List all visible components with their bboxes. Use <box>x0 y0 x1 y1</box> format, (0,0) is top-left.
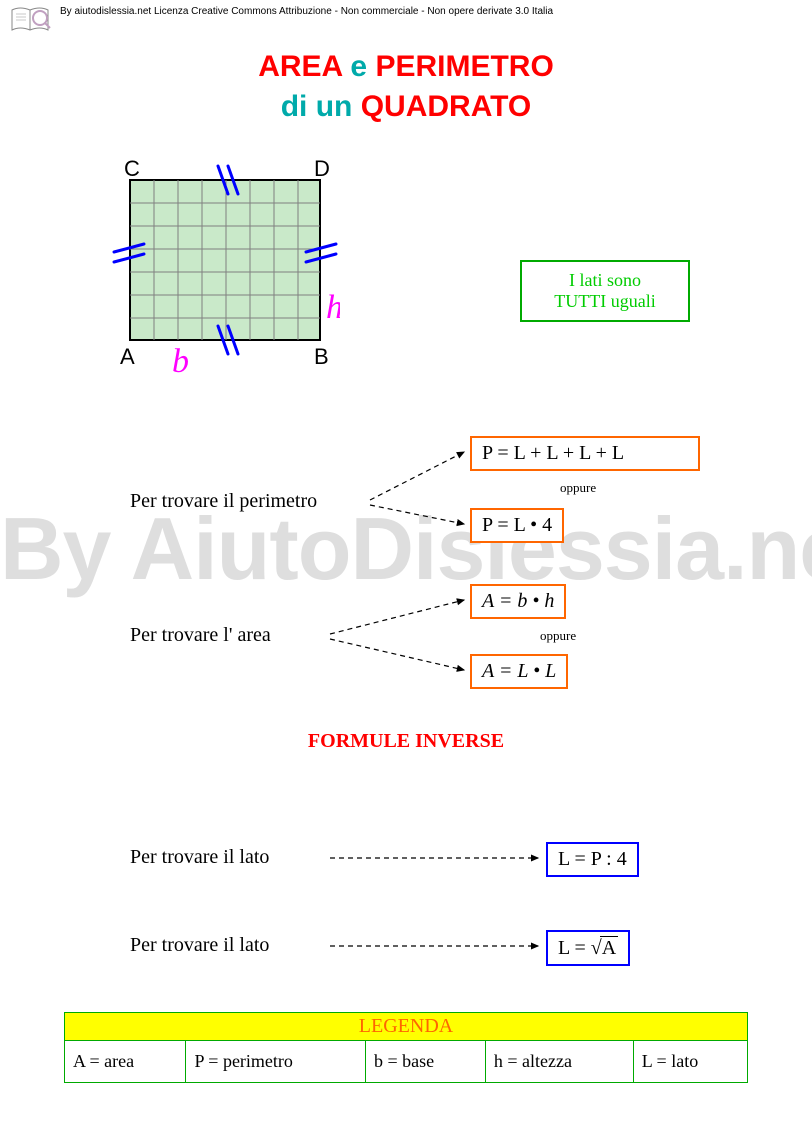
l-sqrt-prefix: L = √ <box>558 937 602 959</box>
prompt-lato-1: Per trovare il lato <box>130 846 269 869</box>
prompt-lato-2: Per trovare il lato <box>130 934 269 957</box>
formula-l-p4: L = P : 4 <box>546 842 639 877</box>
legend-table: LEGENDA A = area P = perimetro b = base … <box>64 1012 748 1083</box>
legend-header: LEGENDA <box>65 1013 748 1041</box>
legend-cell-3: h = altezza <box>485 1041 633 1083</box>
legend-cell-0: A = area <box>65 1041 186 1083</box>
formula-l-sqrt: L = √A <box>546 930 630 966</box>
legend-cell-4: L = lato <box>633 1041 747 1083</box>
l-sqrt-arg: A <box>600 936 618 960</box>
arrow-layer <box>0 0 812 1133</box>
section-inverse-heading: FORMULE INVERSE <box>0 730 812 753</box>
legend-cell-2: b = base <box>365 1041 485 1083</box>
legend-cell-1: P = perimetro <box>186 1041 366 1083</box>
